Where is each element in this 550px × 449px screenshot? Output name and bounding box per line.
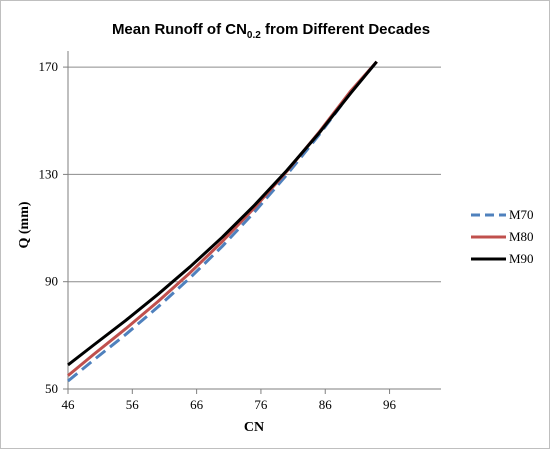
y-tick-label: 90 [45,274,58,289]
y-tick-label: 130 [39,166,59,181]
series-layer [67,60,378,383]
grid-layer [68,66,441,390]
chart-title-suffix: from Different Decades [261,21,430,38]
legend-label-m80: M80 [509,229,534,244]
x-tick-label: 56 [126,397,140,412]
x-tick-label: 66 [190,397,204,412]
y-tick-label: 50 [45,381,58,396]
y-axis-label: Q (mm) [17,201,32,248]
legend-label-m70: M70 [509,207,534,222]
x-tick-label: 46 [62,397,76,412]
chart-title: Mean Runoff of CN0.2 from Different Deca… [112,21,430,41]
x-axis-label: CN [244,420,264,435]
legend: M70 M80 M90 [471,207,534,266]
x-tick-label: 76 [254,397,268,412]
x-tick-label: 86 [319,397,333,412]
chart-title-main: Mean Runoff of CN [112,21,247,38]
series-line-m70 [67,60,378,383]
legend-label-m90: M90 [509,251,534,266]
x-tick-label: 96 [383,397,397,412]
tick-layer: 50 90 130 170 46 56 66 76 86 96 [39,59,397,412]
axis-layer [63,51,441,394]
chart-title-subscript: 0.2 [247,30,261,41]
y-tick-label: 170 [39,59,59,74]
series-line-m90 [67,60,378,367]
